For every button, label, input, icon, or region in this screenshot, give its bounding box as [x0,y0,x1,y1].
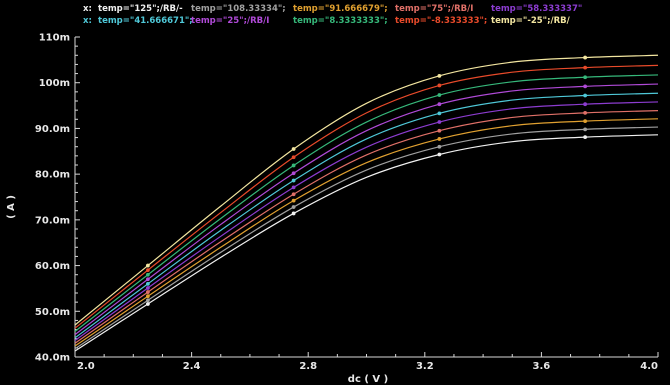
y-axis-label: ( A ) [6,195,17,219]
legend-entry: temp="-25";/RB/ [491,16,571,26]
data-point [291,185,296,190]
series-line [74,118,659,347]
legend-marker: x: [83,4,92,14]
series-line [74,92,659,339]
series-line [74,83,659,336]
data-point [145,281,150,286]
legend-entry: temp="41.666671"; [98,16,193,26]
data-point [291,171,296,176]
x-axis-label: dc ( V ) [348,374,388,385]
data-point [291,163,296,168]
series-line [74,54,659,326]
legend: x: temp="125";/RB/- temp="108.33334"; temp=… [83,4,582,26]
series-line [74,101,659,342]
data-point [145,294,150,299]
y-tick-label: 100m [39,78,70,89]
legend-entry: temp="125";/RB/- [98,4,183,14]
y-tick-label: 80.0m [35,170,70,181]
series-line [74,64,659,329]
legend-entry: temp="108.33334"; [191,4,286,14]
data-point [437,93,442,97]
y-tick-label: 70.0m [35,215,70,226]
x-tick-label: 2.4 [183,361,201,372]
data-point [291,178,296,183]
legend-entry: temp="58.333337" [491,4,582,14]
series-line [74,134,659,352]
legend-entry: temp="-8.333333"; [395,16,487,26]
data-point [291,205,296,209]
y-tick-label: 40.0m [35,353,70,364]
series-4 [74,92,659,339]
series-line [74,74,659,332]
data-point [145,286,150,290]
data-point [583,84,588,89]
data-point [583,93,588,98]
y-tick-label: 50.0m [35,307,70,318]
series-3 [74,83,659,336]
y-tick-label: 60.0m [35,261,70,272]
data-point [583,55,588,60]
y-tick-label: 110m [39,33,70,44]
data-point [583,65,588,70]
data-point [437,83,442,88]
legend-entry: temp="91.666679"; [293,4,388,14]
legend-entry: temp="25";/RB/I [191,16,269,26]
data-point [437,73,442,78]
data-point [291,147,296,151]
series-5 [74,101,659,342]
data-point [437,152,442,157]
data-point [145,298,150,303]
y-tick-label: 90.0m [35,124,70,135]
series-7 [74,118,659,347]
data-point [291,198,296,203]
data-point [145,263,150,268]
legend-marker: x: [83,16,92,26]
data-point [583,127,588,132]
x-tick-label: 3.6 [533,361,551,372]
data-point [583,75,588,80]
x-tick-label: 3.2 [416,361,434,372]
data-point [437,144,442,149]
series-group [74,54,659,352]
legend-entry: temp="75";/RB/I [395,4,473,14]
data-point [145,302,150,306]
data-point [583,110,588,115]
data-point [291,155,296,160]
x-tick-label: 4.0 [640,361,658,372]
data-point [145,268,150,273]
x-tick-label: 2.0 [77,361,95,372]
series-1 [74,64,659,329]
axes: 40.0m 50.0m 60.0m 70.0m 80.0m 90.0m 100m 110m 2.… [35,33,659,372]
data-point [291,192,296,197]
data-point [437,128,442,133]
data-point [583,119,588,124]
legend-entry: temp="8.3333333"; [293,16,388,26]
data-point [145,277,150,282]
series-line [74,126,659,350]
data-point [583,102,588,107]
data-point [583,135,588,140]
series-2 [74,74,659,332]
series-line [74,110,659,344]
series-8 [74,126,659,350]
data-point [437,111,442,116]
series-0 [74,54,659,326]
data-point [291,211,296,216]
data-point [145,290,150,294]
data-point [437,120,442,124]
x-tick-label: 2.8 [299,361,317,372]
data-point [437,102,442,107]
data-point [437,137,442,141]
data-point [145,272,150,277]
series-6 [74,110,659,344]
series-9 [74,134,659,352]
